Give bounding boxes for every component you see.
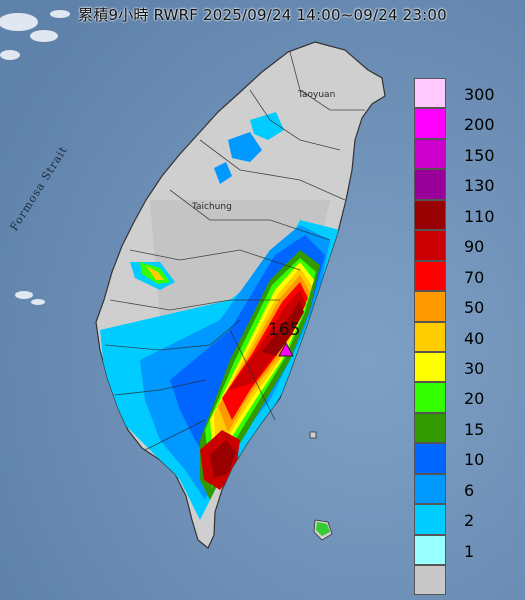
rainfall-legend: 300 200 150 130 110 90 70 50 40 30 20 15 10 6 2 1 [414, 78, 524, 596]
legend-row: 6 [414, 473, 524, 505]
legend-row: 15 [414, 412, 524, 444]
legend-swatch [414, 78, 446, 109]
legend-swatch [414, 412, 446, 444]
legend-label: 90 [464, 237, 485, 257]
legend-label: 1 [464, 541, 475, 561]
legend-label: 300 [464, 85, 495, 104]
legend-swatch [414, 534, 446, 565]
legend-swatch [414, 230, 446, 261]
precip-overlay [100, 112, 340, 520]
legend-label: 30 [464, 358, 485, 378]
legend-label: 15 [464, 419, 485, 439]
legend-swatch [414, 260, 446, 292]
legend-row: 30 [414, 351, 524, 383]
boundary-lines [104, 51, 365, 451]
legend-row: 90 [414, 230, 524, 261]
legend-row [414, 565, 524, 596]
legend-swatch [414, 169, 446, 200]
max-rainfall-value: 165 [268, 320, 301, 340]
legend-label: 10 [464, 450, 485, 470]
legend-swatch [414, 473, 446, 505]
legend-swatch [414, 108, 446, 139]
legend-row: 40 [414, 321, 524, 352]
legend-row: 1 [414, 534, 524, 565]
legend-label: 70 [464, 267, 485, 287]
legend-swatch [414, 199, 446, 231]
legend-row: 200 [414, 108, 524, 139]
legend-label: 150 [464, 145, 495, 165]
legend-label: 40 [464, 328, 485, 348]
legend-swatch [414, 138, 446, 170]
legend-label: 50 [464, 298, 485, 318]
legend-swatch [414, 321, 446, 352]
max-rainfall-marker-icon [278, 341, 294, 357]
legend-row: 2 [414, 504, 524, 535]
legend-row: 50 [414, 291, 524, 322]
legend-row: 70 [414, 260, 524, 292]
legend-label: 200 [464, 115, 495, 135]
legend-row: 300 [414, 78, 524, 109]
legend-row: 20 [414, 382, 524, 413]
place-label-taichung: Taichung [192, 202, 232, 212]
offshore-island-rain [316, 522, 330, 536]
legend-label: 130 [464, 176, 495, 196]
legend-row: 110 [414, 199, 524, 231]
legend-row: 10 [414, 443, 524, 474]
legend-label: 110 [464, 206, 495, 226]
legend-swatch [414, 351, 446, 383]
legend-label: 20 [464, 389, 485, 409]
legend-swatch [414, 504, 446, 535]
legend-label: 2 [464, 511, 475, 531]
legend-swatch [414, 565, 446, 596]
map-title: 累積9小時 RWRF 2025/09/24 14:00~09/24 23:00 [78, 6, 447, 24]
legend-row: 130 [414, 169, 524, 200]
legend-label: 6 [464, 480, 475, 500]
legend-swatch [414, 443, 446, 474]
cloud-patches [0, 10, 70, 305]
place-label-taoyuan: Taoyuan [298, 90, 336, 100]
legend-row: 150 [414, 138, 524, 170]
legend-swatch [414, 291, 446, 322]
legend-swatch [414, 382, 446, 413]
